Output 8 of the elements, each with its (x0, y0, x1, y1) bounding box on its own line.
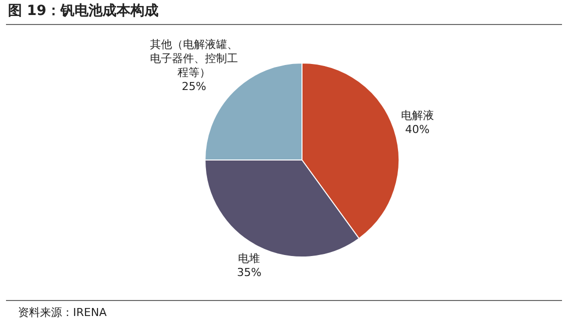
text: 资料来源：IRENA (18, 305, 107, 320)
data-label: 25% (180, 80, 208, 94)
data-label: 40% (404, 123, 431, 138)
data-label: 35% (236, 266, 262, 280)
slice-label: 电堆 (237, 252, 262, 266)
slice-label: 其他（电解液罐、电子器件、控制工程等） (148, 38, 239, 80)
chart-title: 图 19：钒电池成本构成 (8, 2, 158, 20)
slice-label: 电解液 (400, 109, 434, 124)
